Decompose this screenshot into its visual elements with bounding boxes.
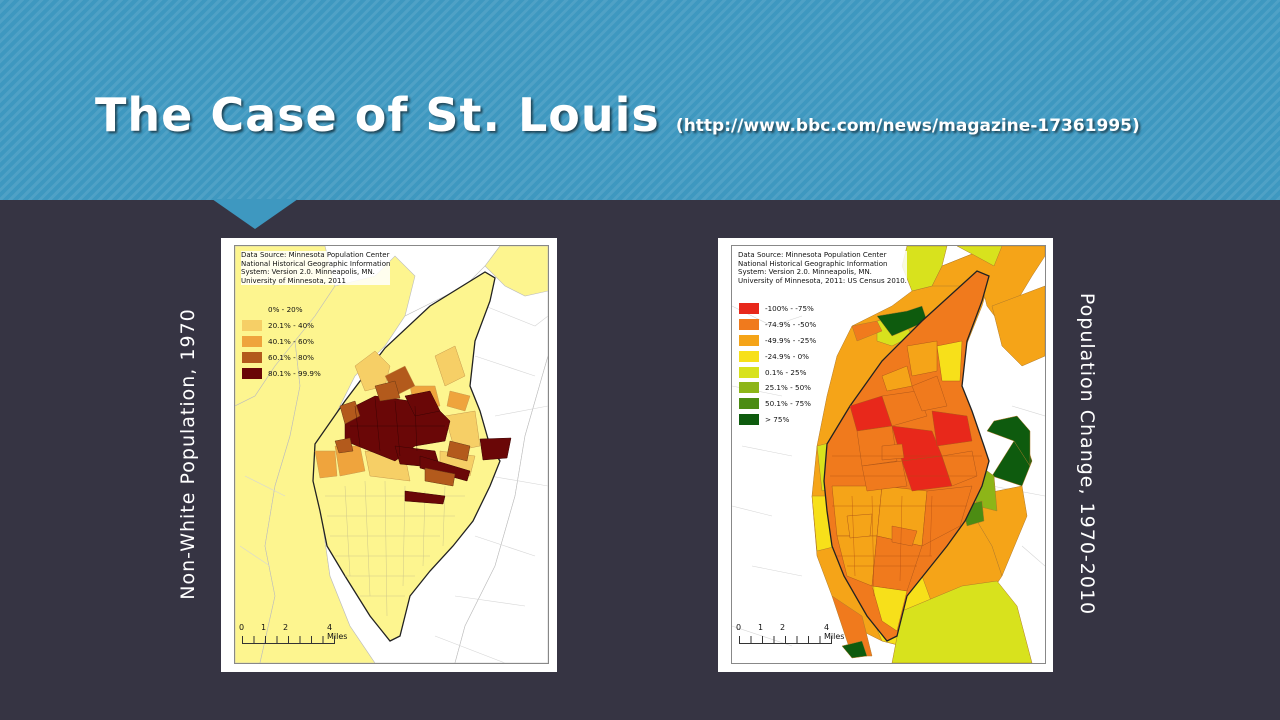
banner-pointer [212, 199, 298, 229]
legend-label: 20.1% - 40% [268, 321, 314, 331]
legend-label: -24.9% - 0% [765, 351, 809, 361]
scale-ruler [739, 636, 832, 644]
legend-label: -49.9% - -25% [765, 335, 817, 345]
legend-left: 0% - 20% 20.1% - 40% 40.1% - 60% 60.1% - 80… [242, 302, 321, 381]
legend-swatch [739, 413, 759, 425]
scale-labels: 0 1 2 4 Miles [239, 623, 349, 641]
map-canvas-left: Data Source: Minnesota Population Center… [234, 245, 549, 664]
legend-item: 40.1% - 60% [242, 334, 321, 350]
legend-item: 80.1% - 99.9% [242, 365, 321, 381]
legend-label: 60.1% - 80% [268, 352, 314, 362]
source-line: Data Source: Minnesota Population Center [738, 251, 887, 259]
scale-bar-left: 0 1 2 4 Miles [239, 623, 347, 653]
title-text: The Case of St. Louis [95, 88, 660, 142]
legend-item: -74.9% - -50% [739, 317, 816, 333]
st-louis-map-left [235, 246, 548, 663]
source-line: System: Version 2.0. Minneapolis, MN. [241, 268, 375, 277]
legend-swatch [739, 334, 759, 346]
source-line: National Historical Geographic Informati… [241, 259, 391, 268]
legend-swatch [739, 303, 759, 315]
legend-swatch [242, 304, 262, 316]
legend-label: > 75% [765, 414, 790, 424]
source-line: National Historical Geographic Informati… [738, 259, 888, 268]
title-banner [0, 0, 1280, 200]
scale-tick-label: 0 [239, 623, 245, 632]
slide-title: The Case of St. Louis (http://www.bbc.co… [95, 88, 1140, 142]
title-url: (http://www.bbc.com/news/magazine-173619… [675, 116, 1140, 136]
source-line: University of Minnesota, 2011: US Census… [738, 276, 907, 285]
legend-item: -24.9% - 0% [739, 348, 816, 364]
source-line: University of Minnesota, 2011 [241, 276, 346, 285]
source-line: System: Version 2.0. Minneapolis, MN. [738, 268, 872, 277]
population-change-map: Data Source: Minnesota Population Center… [718, 238, 1053, 672]
scale-tick-label: 2 [283, 623, 289, 632]
legend-swatch [242, 367, 262, 379]
scale-tick-label: 1 [261, 623, 267, 632]
data-source-note-right: Data Source: Minnesota Population Center… [738, 251, 907, 286]
legend-label: 50.1% - 75% [765, 399, 811, 409]
legend-swatch [739, 350, 759, 362]
legend-item: > 75% [739, 412, 816, 428]
scale-tick-label: 4 Miles [824, 623, 845, 641]
scale-bar-right: 0 1 2 4 Miles [736, 623, 844, 653]
legend-item: 50.1% - 75% [739, 396, 816, 412]
legend-label: -74.9% - -50% [765, 320, 817, 330]
legend-label: 25.1% - 50% [765, 383, 811, 393]
legend-label: 40.1% - 60% [268, 336, 314, 346]
legend-label: -100% - -75% [765, 304, 814, 314]
scale-tick-label: 0 [736, 623, 742, 632]
legend-item: 0.1% - 25% [739, 364, 816, 380]
legend-swatch [739, 398, 759, 410]
legend-swatch [739, 382, 759, 394]
legend-swatch [242, 320, 262, 332]
legend-label: 0.1% - 25% [765, 367, 807, 377]
legend-item: -49.9% - -25% [739, 333, 816, 349]
scale-labels: 0 1 2 4 Miles [736, 623, 846, 641]
legend-swatch [739, 319, 759, 331]
legend-right: -100% - -75% -74.9% - -50% -49.9% - -25% -2… [739, 301, 816, 427]
map-canvas-right: Data Source: Minnesota Population Center… [731, 245, 1046, 664]
left-map-caption: Non-White Population, 1970 [177, 308, 199, 600]
non-white-population-map: Data Source: Minnesota Population Center… [221, 238, 557, 672]
data-source-note-left: Data Source: Minnesota Population Center… [241, 251, 391, 286]
scale-tick-label: 1 [758, 623, 764, 632]
legend-label: 0% - 20% [268, 305, 303, 315]
right-map-caption: Population Change, 1970-2010 [1076, 292, 1098, 616]
source-line: Data Source: Minnesota Population Center [241, 251, 390, 259]
legend-item: 25.1% - 50% [739, 380, 816, 396]
scale-ruler [242, 636, 335, 644]
legend-item: 0% - 20% [242, 302, 321, 318]
legend-item: -100% - -75% [739, 301, 816, 317]
legend-swatch [739, 366, 759, 378]
legend-swatch [242, 351, 262, 363]
legend-item: 20.1% - 40% [242, 318, 321, 334]
scale-tick-label: 2 [780, 623, 786, 632]
legend-swatch [242, 335, 262, 347]
st-louis-map-right [732, 246, 1045, 663]
legend-item: 60.1% - 80% [242, 349, 321, 365]
legend-label: 80.1% - 99.9% [268, 368, 321, 378]
scale-tick-label: 4 Miles [327, 623, 348, 641]
